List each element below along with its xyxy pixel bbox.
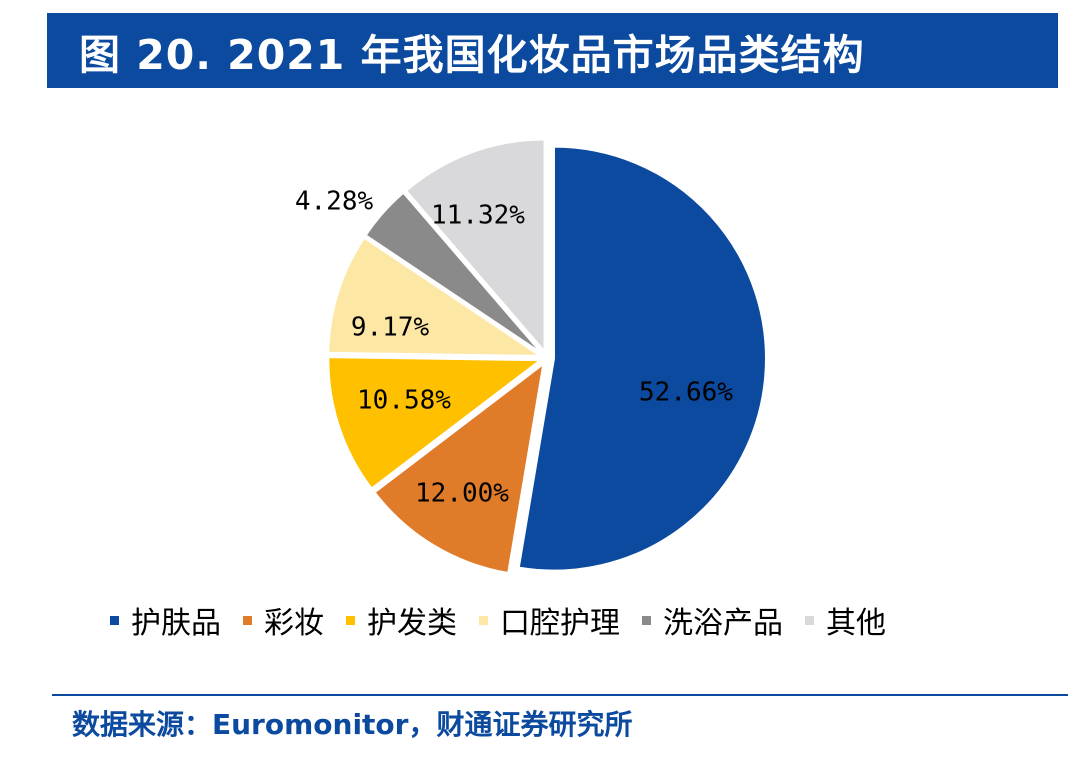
legend-marker-icon [805,615,814,625]
legend-item-4: 口腔护理 [479,598,620,642]
legend: 护肤品 彩妆 护发类 口腔护理 洗浴产品 其他 [110,598,908,642]
pie-slice-6 [404,138,546,355]
legend-label: 护肤品 [131,606,221,641]
pie-slice-3 [327,356,544,490]
slice-label-6: 11.32% [431,201,525,231]
legend-marker-icon [110,615,119,625]
slice-label-2: 12.00% [415,479,509,509]
legend-label: 彩妆 [264,606,324,641]
slice-label-4: 9.17% [351,313,430,343]
title-bar: 图 20. 2021 年我国化妆品市场品类结构 [47,13,1058,88]
footer-divider [52,694,1068,696]
legend-marker-icon [243,615,252,625]
legend-label: 口腔护理 [500,606,620,641]
pie-slice-4 [327,236,544,357]
chart-title: 图 20. 2021 年我国化妆品市场品类结构 [79,30,865,79]
pie-slice-2 [373,361,545,575]
legend-item-6: 其他 [805,598,886,642]
pie-slice-1 [517,145,767,572]
legend-item-3: 护发类 [346,598,457,642]
legend-marker-icon [479,615,488,625]
legend-label: 洗浴产品 [663,606,783,641]
legend-item-5: 洗浴产品 [642,598,783,642]
legend-item-1: 护肤品 [110,598,221,642]
legend-marker-icon [346,615,355,625]
legend-label: 护发类 [367,606,457,641]
slice-label-1: 52.66% [639,378,733,408]
data-source: 数据来源：Euromonitor，财通证券研究所 [72,708,633,741]
slice-label-3: 10.58% [357,386,451,416]
pie-chart: 52.66% 12.00% 10.58% 9.17% 4.28% 11.32% [295,138,767,575]
slice-label-5: 4.28% [295,187,374,217]
legend-marker-icon [642,615,651,625]
pie-slice-5 [364,191,543,355]
legend-item-2: 彩妆 [243,598,324,642]
legend-label: 其他 [826,606,886,641]
